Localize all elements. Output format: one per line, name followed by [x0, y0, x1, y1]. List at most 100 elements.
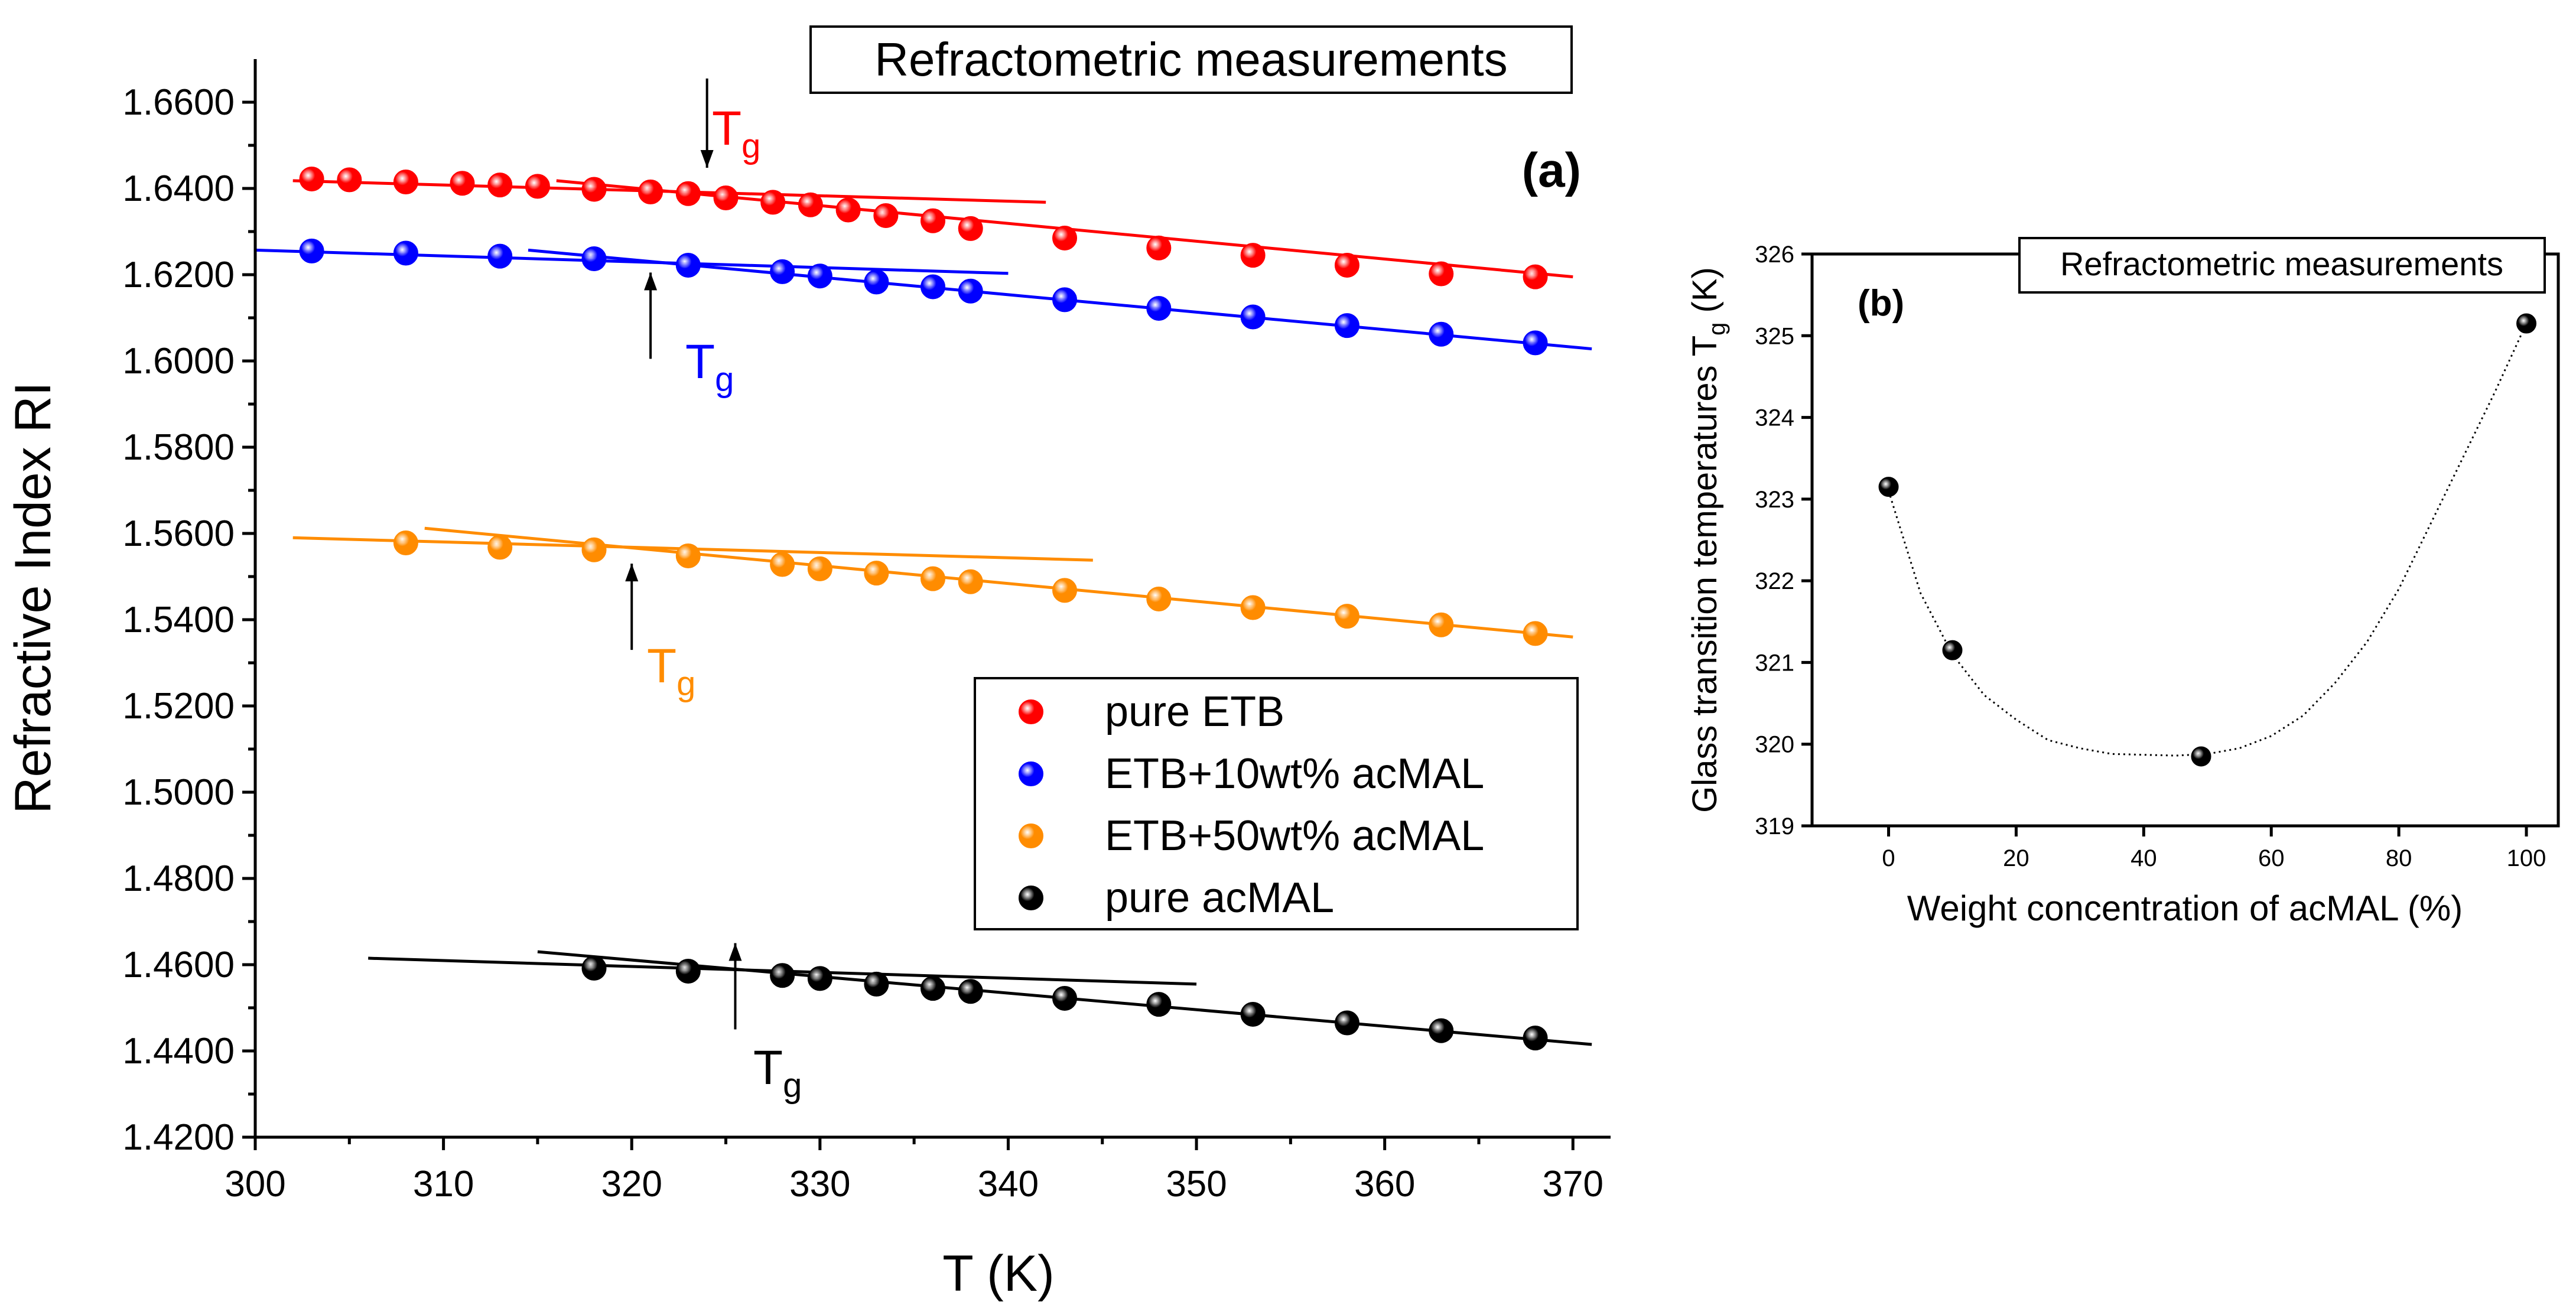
y-tick-label-10: 1.6200 — [122, 255, 235, 295]
tg-arrowhead-etb-10wt-acmal — [644, 272, 658, 291]
etb-50wt-acmal-point-7 — [921, 566, 945, 591]
etb-50wt-acmal-point-6 — [864, 561, 889, 586]
panel-a-legend-box — [974, 677, 1579, 930]
pure-etb-point-7 — [638, 179, 663, 204]
panel-b-data-points — [1878, 313, 2537, 767]
panel-b-point-3 — [2516, 313, 2537, 334]
tg-arrowhead-etb-50wt-acmal — [625, 564, 639, 582]
pure-acmal-point-1 — [675, 958, 701, 984]
etb-50wt-acmal-point-13 — [1429, 612, 1454, 637]
pure-etb-point-11 — [798, 192, 823, 217]
panel-b-fit-curve — [1888, 323, 2528, 757]
etb-10wt-acmal-point-12 — [1240, 304, 1266, 330]
tg-arrowhead-pure-etb — [700, 149, 714, 168]
pure-etb-point-13 — [873, 203, 899, 228]
panel-a-plot-area — [255, 59, 1611, 1137]
etb-50wt-acmal-point-8 — [958, 569, 983, 594]
y-tick-label-11: 1.6400 — [122, 168, 235, 209]
legend-marker-etb-50wt-acmal — [1019, 823, 1043, 848]
x-tick-label-320: 320 — [601, 1164, 662, 1205]
pure-acmal-point-3 — [807, 966, 832, 991]
pure-etb-point-16 — [1052, 225, 1078, 250]
panel-b-ticks: 0 20 40 60 80 100 319 320 321 322 323 324 325 326 — [1755, 242, 2546, 871]
etb-10wt-acmal-fit-line-1 — [255, 248, 1009, 275]
etb-10wt-acmal-point-0 — [299, 238, 324, 263]
pure-etb-point-4 — [487, 172, 513, 198]
panel-b-x-tick-label-20: 20 — [2003, 845, 2029, 871]
tg-label-main: T — [685, 335, 715, 389]
pure-acmal-point-8 — [1146, 992, 1172, 1017]
pure-acmal-point-10 — [1334, 1010, 1359, 1036]
panel-a-x-axis-label: T (K) — [942, 1245, 1055, 1302]
panel-b-point-1 — [1942, 640, 1963, 660]
panel-b-y-tick-label-324: 324 — [1755, 405, 1794, 431]
pure-etb-point-8 — [675, 181, 701, 206]
x-tick-label-360: 360 — [1354, 1164, 1415, 1205]
pure-etb-point-19 — [1334, 252, 1359, 278]
tg-label-main: T — [712, 102, 741, 155]
panel-b-point-2 — [2191, 746, 2211, 767]
panel-b-fit-curve-line — [1888, 323, 2528, 757]
panel-b-y-tick-label-326: 326 — [1755, 242, 1794, 268]
tg-label-main: T — [753, 1041, 783, 1095]
pure-acmal-point-6 — [958, 979, 983, 1004]
pure-acmal-point-4 — [864, 971, 889, 997]
panel-b-x-tick-label-60: 60 — [2258, 845, 2285, 871]
etb-10wt-acmal-point-10 — [1052, 287, 1078, 313]
etb-10wt-acmal-point-7 — [864, 269, 889, 295]
x-tick-label-350: 350 — [1166, 1164, 1227, 1205]
x-tick-label-310: 310 — [413, 1164, 474, 1205]
panel-b-y-tick-label-322: 322 — [1755, 568, 1794, 594]
panel-b-y-axis-label-main: Glass transition temperatures T — [1686, 336, 1724, 813]
pure-etb-point-9 — [713, 185, 739, 211]
etb-10wt-acmal-point-4 — [675, 252, 701, 278]
etb-10wt-acmal-point-9 — [958, 278, 983, 304]
etb-50wt-acmal-point-4 — [770, 552, 795, 577]
tg-label-subscript: g — [676, 665, 695, 703]
x-tick-label-340: 340 — [978, 1164, 1039, 1205]
panel-b-axes — [1810, 252, 2560, 828]
pure-acmal-point-0 — [581, 955, 607, 981]
x-tick-label-370: 370 — [1543, 1164, 1604, 1205]
panel-b-title-box — [2018, 237, 2546, 294]
pure-acmal-point-9 — [1240, 1001, 1266, 1027]
panel-b-y-tick-label-321: 321 — [1755, 650, 1794, 676]
tg-label-subscript: g — [715, 360, 734, 399]
etb-50wt-acmal-point-10 — [1146, 586, 1172, 611]
pure-etb-point-10 — [760, 190, 786, 215]
pure-etb-point-17 — [1146, 235, 1172, 261]
panel-b-y-tick-label-320: 320 — [1755, 732, 1794, 758]
tg-label-pure-acmal: Tg — [753, 1041, 802, 1105]
panel-b-x-axis-label: Weight concentration of acMAL (%) — [1907, 888, 2463, 928]
etb-50wt-acmal-point-1 — [487, 535, 513, 560]
pure-etb-point-12 — [835, 197, 861, 223]
etb-50wt-acmal-point-0 — [393, 530, 418, 556]
y-tick-label-3: 1.4800 — [122, 858, 235, 899]
pure-etb-point-15 — [958, 216, 983, 241]
panel-a-legend: pure ETB ETB+10wt% acMAL ETB+50wt% acMAL pu… — [974, 677, 1579, 930]
etb-50wt-acmal-point-2 — [581, 537, 607, 562]
y-tick-label-4: 1.5000 — [122, 772, 235, 813]
etb-10wt-acmal-point-1 — [393, 240, 418, 266]
pure-etb-point-1 — [337, 167, 362, 193]
pure-etb-point-14 — [921, 208, 945, 233]
y-tick-label-6: 1.5400 — [122, 600, 235, 640]
panel-b-y-tick-label-319: 319 — [1755, 813, 1794, 839]
y-tick-label-8: 1.5800 — [122, 427, 235, 468]
etb-10wt-acmal-point-2 — [487, 243, 513, 269]
pure-acmal-point-7 — [1052, 985, 1078, 1011]
y-tick-label-9: 1.6000 — [122, 341, 235, 382]
etb-10wt-acmal-point-14 — [1429, 321, 1454, 347]
legend-label-etb-10wt-acmal: ETB+10wt% acMAL — [1105, 750, 1484, 798]
legend-marker-etb-10wt-acmal — [1019, 761, 1043, 786]
panel-a-data-points — [299, 166, 1548, 1051]
etb-10wt-acmal-point-15 — [1523, 330, 1548, 356]
legend-label-pure-acmal: pure acMAL — [1105, 874, 1334, 922]
panel-b-y-tick-label-325: 325 — [1755, 323, 1794, 349]
etb-50wt-acmal-point-3 — [675, 543, 701, 568]
etb-50wt-acmal-point-5 — [807, 556, 832, 581]
pure-etb-point-3 — [450, 171, 475, 196]
pure-acmal-point-5 — [921, 976, 945, 1001]
